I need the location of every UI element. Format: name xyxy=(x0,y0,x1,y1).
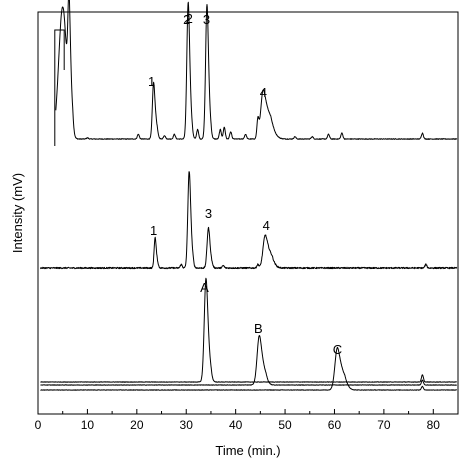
peak-label-4: 4 xyxy=(263,218,270,233)
x-tick-label: 70 xyxy=(377,418,391,432)
trace-4-line xyxy=(40,334,457,386)
peak-label-1: 1 xyxy=(148,74,155,89)
plot-frame xyxy=(37,11,459,415)
peak-label-3: 3 xyxy=(205,206,212,221)
x-tick-label: 40 xyxy=(229,418,243,432)
x-tick-label: 30 xyxy=(180,418,194,432)
x-tick-label: 0 xyxy=(35,418,42,432)
x-tick-label: 20 xyxy=(130,418,144,432)
peak-label-a: A xyxy=(200,280,209,295)
peak-label-4: 4 xyxy=(260,85,267,100)
x-tick-label: 60 xyxy=(328,418,342,432)
x-tick-label: 80 xyxy=(427,418,441,432)
peak-label-1: 1 xyxy=(150,223,157,238)
peak-label-2: 2 xyxy=(183,12,190,27)
x-axis-label: Time (min.) xyxy=(215,443,280,458)
y-axis-label: Intensity (mV) xyxy=(10,173,25,253)
trace-5-line xyxy=(40,346,458,391)
trace-2-line xyxy=(39,171,458,270)
peak-label-3: 3 xyxy=(203,12,210,27)
trace-3-line xyxy=(40,277,458,383)
x-axis-ticks: 0 10 20 30 40 50 60 70 80 xyxy=(35,409,441,432)
peak-label-2: 2 xyxy=(186,11,193,26)
traces xyxy=(39,0,458,391)
peak-label-c: C xyxy=(333,342,342,357)
solvent-front-peak xyxy=(54,29,65,146)
x-tick-label: 50 xyxy=(278,418,292,432)
x-tick-label: 10 xyxy=(81,418,95,432)
trace-1-line xyxy=(55,0,458,140)
peak-label-b: B xyxy=(254,321,263,336)
